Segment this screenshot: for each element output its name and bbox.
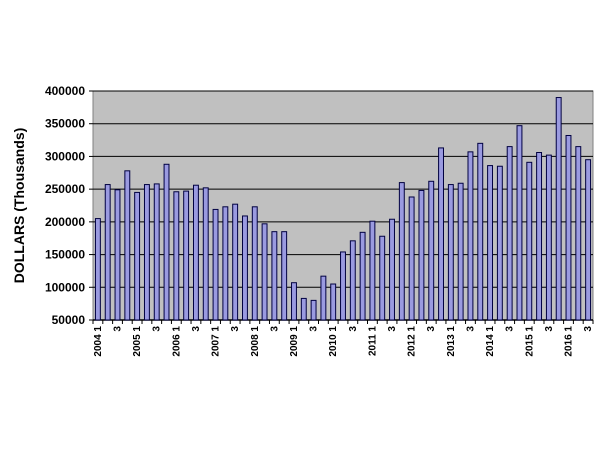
x-tick-label: 3 <box>309 326 320 332</box>
bar <box>379 235 386 321</box>
bar <box>330 283 337 321</box>
x-tick-label: 3 <box>387 326 398 332</box>
bar <box>487 165 494 321</box>
bar <box>506 146 513 321</box>
x-tick-label: 2006 1 <box>171 326 182 357</box>
bar <box>310 299 317 321</box>
bar <box>104 184 111 321</box>
bar <box>281 231 288 321</box>
bar <box>94 218 101 321</box>
y-tick-label: 300000 <box>45 149 85 163</box>
bar <box>212 208 219 321</box>
y-tick-label: 350000 <box>45 117 85 131</box>
x-axis-ticks: 2004 1 3 2005 1 3 2006 1 3 2007 1 3 2008 1 3 2009 … <box>92 320 594 357</box>
y-tick-label: 50000 <box>52 313 86 327</box>
bar <box>575 146 582 321</box>
bar <box>516 125 523 321</box>
bar <box>143 184 150 321</box>
bar <box>467 151 474 321</box>
y-axis-label: DOLLARS (Thousands) <box>11 128 27 284</box>
y-tick-label: 400000 <box>45 84 85 98</box>
y-tick-label: 250000 <box>45 182 85 196</box>
bar <box>251 206 258 321</box>
x-tick-label: 2012 1 <box>407 326 418 357</box>
bar <box>359 231 366 321</box>
x-tick-label: 3 <box>426 326 437 332</box>
x-tick-label: 3 <box>191 326 202 332</box>
bar <box>340 251 346 321</box>
bar <box>369 220 376 321</box>
y-axis-ticks: 50000 100000 150000 200000 250000 300000 35000… <box>45 84 93 327</box>
bar <box>202 187 209 321</box>
bar <box>545 154 552 321</box>
x-tick-label: 2004 1 <box>93 326 104 357</box>
x-tick-label: 2013 1 <box>446 326 457 357</box>
x-tick-label: 3 <box>269 326 280 332</box>
bar <box>565 134 572 321</box>
x-tick-label: 3 <box>505 326 516 332</box>
x-tick-label: 3 <box>348 326 359 332</box>
bar <box>222 206 229 321</box>
bar <box>408 196 415 321</box>
bar <box>291 282 297 321</box>
bar <box>555 97 562 321</box>
bar <box>428 180 435 321</box>
x-tick-label: 3 <box>152 326 163 332</box>
x-tick-label: 3 <box>113 326 124 332</box>
bar <box>585 159 592 321</box>
bar <box>536 152 543 321</box>
bar <box>114 189 121 321</box>
bar <box>389 218 395 321</box>
x-tick-label: 2008 1 <box>250 326 261 357</box>
x-tick-label: 2011 1 <box>367 326 378 356</box>
bar <box>261 223 268 321</box>
bar <box>349 240 356 321</box>
y-tick-label: 100000 <box>45 280 85 294</box>
bar <box>496 165 503 321</box>
x-tick-label: 3 <box>230 326 241 332</box>
bar <box>232 203 239 321</box>
bar <box>300 297 307 321</box>
x-tick-label: 2009 1 <box>289 326 300 357</box>
bar <box>242 215 248 321</box>
bar <box>457 182 464 321</box>
x-tick-label: 2014 1 <box>485 326 496 357</box>
bars <box>94 97 592 321</box>
x-tick-label: 2007 1 <box>211 326 222 357</box>
bar <box>447 184 454 321</box>
x-tick-label: 2015 1 <box>524 326 535 357</box>
bar <box>438 147 444 321</box>
bar <box>183 190 190 321</box>
bar <box>477 142 484 321</box>
bar <box>271 231 278 321</box>
bar <box>398 182 405 321</box>
x-tick-label: 3 <box>544 326 555 332</box>
bar <box>153 183 160 321</box>
y-tick-label: 150000 <box>45 248 85 262</box>
y-tick-label: 200000 <box>45 215 85 229</box>
bar <box>418 189 425 321</box>
bar <box>163 163 170 321</box>
bar <box>526 161 533 321</box>
bar <box>320 275 327 321</box>
x-tick-label: 3 <box>465 326 476 332</box>
bar <box>134 191 141 321</box>
x-tick-label: 2010 1 <box>328 326 339 357</box>
bar <box>124 170 131 321</box>
bar <box>173 191 180 321</box>
bar <box>192 184 199 321</box>
x-tick-label: 3 <box>583 326 594 332</box>
x-tick-label: 2005 1 <box>132 326 143 357</box>
x-tick-label: 2016 1 <box>563 326 574 357</box>
